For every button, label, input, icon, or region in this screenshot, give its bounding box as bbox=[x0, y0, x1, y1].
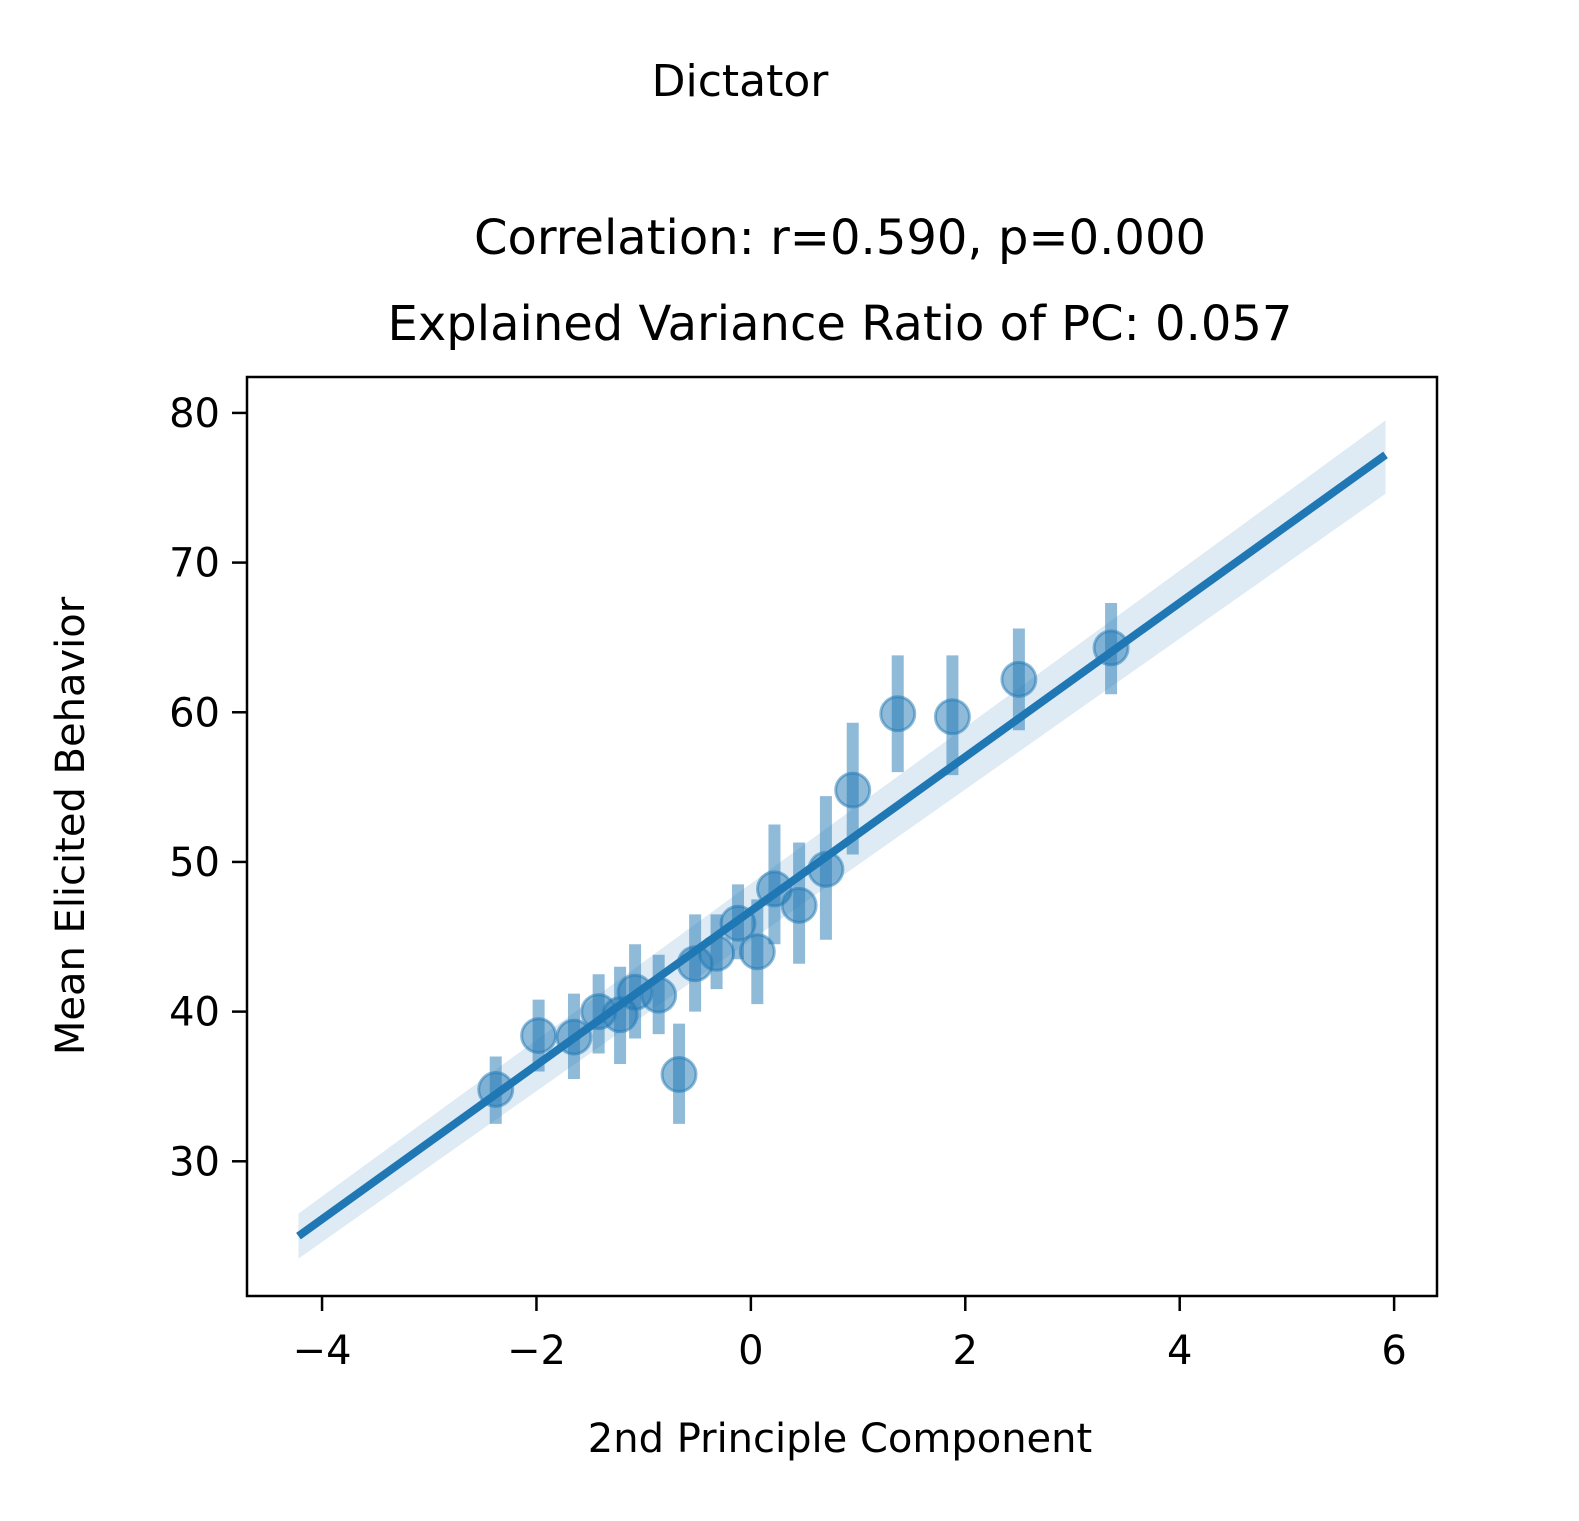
y-tick-label-3: 60 bbox=[169, 690, 220, 736]
y-tick-label-2: 50 bbox=[169, 840, 220, 886]
data-point-17 bbox=[933, 698, 971, 736]
data-point-15 bbox=[834, 771, 872, 809]
axes: −4 −2 0 2 4 6 30 40 50 60 70 80 bbox=[169, 375, 1439, 1374]
y-tick-label-5: 80 bbox=[169, 391, 220, 437]
x-tick-label-3: 2 bbox=[953, 1328, 978, 1374]
plot-content bbox=[296, 420, 1388, 1259]
data-point-18 bbox=[1000, 660, 1038, 698]
y-tick-label-4: 70 bbox=[169, 541, 220, 587]
data-point-7 bbox=[660, 1055, 698, 1093]
x-tick-label-0: −4 bbox=[293, 1328, 352, 1374]
data-point-16 bbox=[879, 695, 917, 733]
data-point-11 bbox=[738, 933, 776, 971]
x-axis-label: 2nd Principle Component bbox=[588, 1416, 1092, 1462]
x-tick-label-5: 6 bbox=[1381, 1328, 1406, 1374]
x-tick-label-2: 0 bbox=[738, 1328, 763, 1374]
plot-frame bbox=[245, 375, 1439, 1298]
chart-suptitle: Dictator bbox=[652, 56, 830, 107]
x-tick-label-1: −2 bbox=[507, 1328, 566, 1374]
x-tick-label-4: 4 bbox=[1167, 1328, 1192, 1374]
y-tick-label-0: 30 bbox=[169, 1139, 220, 1185]
y-axis-label: Mean Elicited Behavior bbox=[48, 596, 94, 1055]
plot-area bbox=[296, 420, 1388, 1259]
regression-line bbox=[296, 451, 1388, 1240]
chart-title-line1: Correlation: r=0.590, p=0.000 bbox=[474, 210, 1206, 266]
y-tick-label-1: 40 bbox=[169, 990, 220, 1036]
chart-title-line2: Explained Variance Ratio of PC: 0.057 bbox=[388, 296, 1293, 352]
data-point-13 bbox=[780, 886, 818, 924]
data-point-1 bbox=[520, 1017, 558, 1055]
